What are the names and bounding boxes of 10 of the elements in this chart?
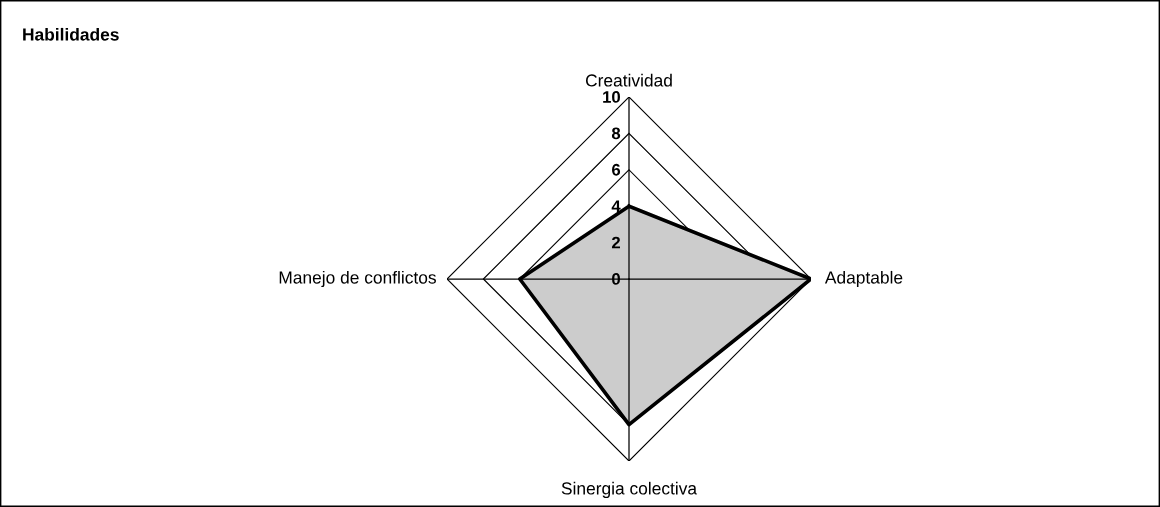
y-tick-label: 8	[611, 127, 621, 140]
text: Habilidades	[23, 27, 119, 41]
y-tick-label: 4	[611, 200, 621, 212]
spoke-label: Sinergia colectiva	[561, 481, 698, 499]
spoke-label: Creatividad	[585, 73, 672, 87]
y-tick-label: 6	[612, 163, 621, 176]
y-tick-label: 2	[611, 236, 620, 249]
spoke-label: Manejo de conflictos	[279, 270, 436, 288]
spoke-label: Adaptable	[824, 270, 903, 288]
y-tick-label: 10	[603, 91, 620, 103]
